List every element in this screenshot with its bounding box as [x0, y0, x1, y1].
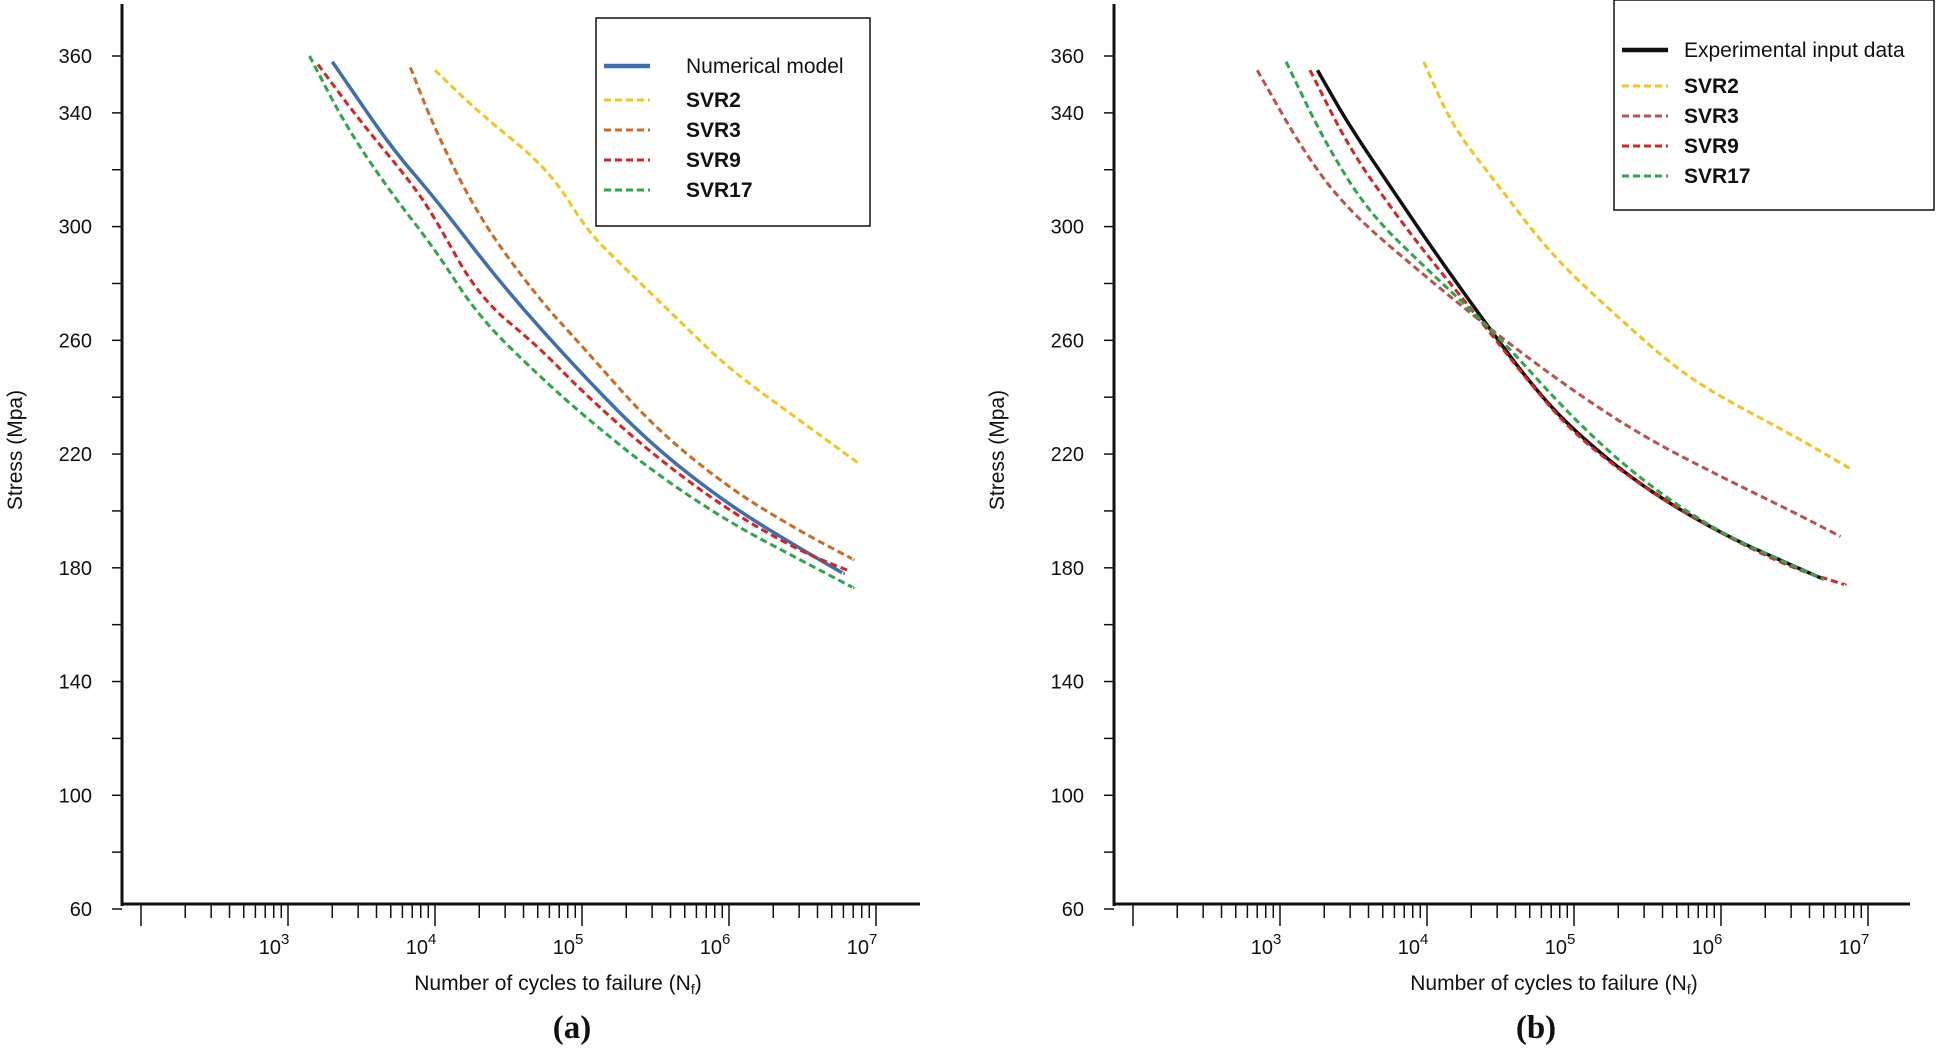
legend-label: SVR3: [1684, 105, 1739, 128]
y-tick-label: 260: [1051, 330, 1084, 352]
legend-label: SVR9: [686, 149, 741, 172]
y-tick-label: 340: [59, 103, 92, 125]
x-tick-label: 107: [847, 931, 878, 959]
legend-label: SVR17: [686, 179, 753, 202]
y-tick-label: 300: [1051, 217, 1084, 239]
y-tick-label: 140: [1051, 672, 1084, 694]
series-line-svr17: [308, 55, 855, 590]
series-line-svr9: [316, 63, 850, 573]
legend-box: [1613, 0, 1935, 211]
legend-label: Experimental input data: [1684, 39, 1905, 62]
legend-label: SVR2: [1684, 75, 1739, 98]
x-tick-label: 104: [1398, 931, 1429, 959]
x-tick-label: 105: [1545, 931, 1576, 959]
y-tick-label: 260: [59, 330, 92, 352]
y-tick-label: 140: [59, 672, 92, 694]
y-tick-label: 100: [59, 785, 92, 807]
series-line-svr2: [1422, 61, 1852, 470]
y-tick-label: 220: [1051, 444, 1084, 466]
legend-label: SVR3: [686, 119, 741, 142]
series-line-svr3: [409, 66, 855, 561]
y-axis-title: Stress (Mpa): [4, 390, 27, 510]
y-tick-label: 100: [1051, 785, 1084, 807]
y-tick-label: 220: [59, 444, 92, 466]
x-tick-label: 106: [1692, 931, 1723, 959]
y-axis-title: Stress (Mpa): [986, 390, 1009, 510]
legend-label: Numerical model: [686, 55, 844, 78]
y-tick-label: 300: [59, 217, 92, 239]
series-line-svr2: [433, 69, 860, 465]
x-tick-label: 103: [259, 931, 290, 959]
y-tick-label: 60: [70, 899, 92, 921]
y-tick-label: 180: [1051, 558, 1084, 580]
y-tick-label: 360: [1051, 46, 1084, 68]
x-tick-label: 107: [1839, 931, 1870, 959]
x-tick-label: 105: [553, 931, 584, 959]
series-line-numerical-model: [330, 60, 846, 576]
y-tick-label: 60: [1062, 899, 1084, 921]
series-line-svr9: [1308, 69, 1847, 587]
chart-panel-a: 60 100 140 180 220 260 300 340 360 103 104 105 106 10…: [4, 4, 920, 1046]
y-tick-label: 340: [1051, 103, 1084, 125]
x-tick-label: 106: [700, 931, 731, 959]
legend-label: SVR2: [686, 89, 741, 112]
legend: Experimental input data SVR2 SVR3 SVR9 SVR17: [1613, 0, 1935, 211]
legend-label: SVR9: [1684, 135, 1739, 158]
legend-label: SVR17: [1684, 165, 1751, 188]
x-axis-title: Number of cycles to failure (Nf): [414, 972, 701, 997]
panel-label: (a): [553, 1010, 591, 1046]
y-tick-label: 180: [59, 558, 92, 580]
legend: Numerical model SVR2 SVR3 SVR9 SVR17: [595, 17, 871, 227]
x-tick-label: 104: [406, 931, 437, 959]
x-tick-label: 103: [1251, 931, 1282, 959]
panel-label: (b): [1516, 1010, 1556, 1046]
chart-panel-b: 60 100 140 180 220 260 300 340 360 103 104 105 106 10…: [986, 0, 1935, 1046]
x-axis-title: Number of cycles to failure (Nf): [1410, 972, 1697, 997]
y-tick-label: 360: [59, 46, 92, 68]
series-line-svr17: [1284, 61, 1825, 581]
series-line-svr3: [1255, 69, 1842, 538]
